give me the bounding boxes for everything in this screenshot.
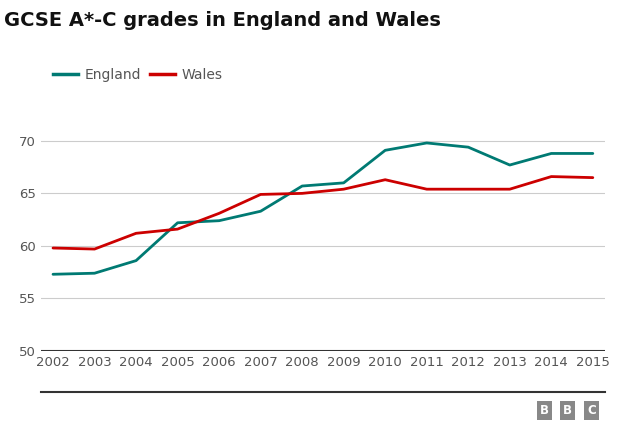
Text: B: B <box>540 404 548 417</box>
Text: C: C <box>587 404 596 417</box>
Text: GCSE A*-C grades in England and Wales: GCSE A*-C grades in England and Wales <box>4 11 441 30</box>
Text: B: B <box>563 404 572 417</box>
Legend: England, Wales: England, Wales <box>47 62 228 87</box>
